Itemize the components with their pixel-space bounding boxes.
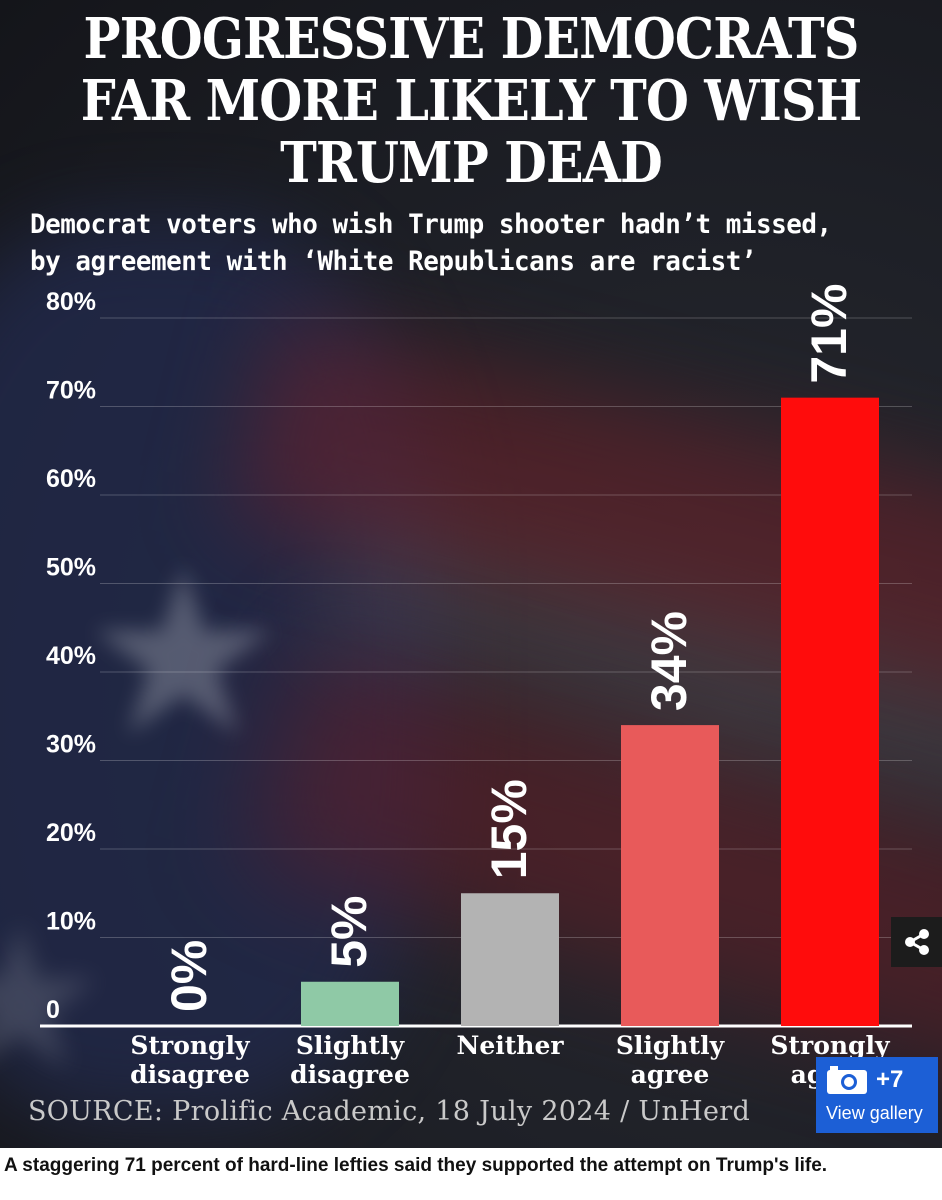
source-note: SOURCE: Prolific Academic, 18 July 2024 …: [28, 1096, 751, 1127]
subtitle-line: by agreement with ‘White Republicans are…: [30, 246, 757, 277]
bar: [301, 981, 399, 1026]
data-label: 15%: [481, 779, 537, 879]
flag-star-icon: ★: [80, 521, 287, 788]
bar-chart: 010%20%30%40%50%60%70%80%0%Stronglydisag…: [46, 284, 891, 1089]
flag-star-icon: ★: [0, 883, 110, 1116]
subtitle-line: Democrat voters who wish Trump shooter h…: [30, 209, 832, 240]
bar: [781, 397, 879, 1026]
category-label: Slightly: [616, 1031, 726, 1060]
data-label: 34%: [641, 611, 697, 711]
y-tick-label: 60%: [46, 465, 96, 493]
chart-subtitle: Democrat voters who wish Trump shooter h…: [30, 206, 894, 280]
category-label: Strongly: [130, 1031, 251, 1060]
y-tick-label: 30%: [46, 731, 96, 759]
share-button[interactable]: [891, 917, 942, 967]
bar: [461, 893, 559, 1026]
y-tick-label: 70%: [46, 377, 96, 405]
image-caption: A staggering 71 percent of hard-line lef…: [4, 1155, 828, 1176]
title-line: FAR MORE LIKELY TO WISH: [80, 68, 862, 134]
category-label: agree: [631, 1060, 710, 1089]
data-label: 5%: [321, 895, 377, 967]
data-label: 0%: [161, 940, 217, 1012]
y-tick-label: 40%: [46, 642, 96, 670]
gallery-count: +7: [876, 1066, 904, 1093]
category-label: disagree: [290, 1060, 410, 1089]
y-tick-label: 0: [46, 996, 60, 1024]
chart-title: PROGRESSIVE DEMOCRATS FAR MORE LIKELY TO…: [57, 8, 886, 194]
camera-icon: [827, 1066, 867, 1094]
gallery-badge: +7: [826, 1065, 903, 1095]
y-tick-label: 50%: [46, 554, 96, 582]
y-tick-label: 10%: [46, 908, 96, 936]
infographic: ★ ★ PROGRESSIVE DEMOCRATS FAR MORE LIKEL…: [0, 0, 942, 1148]
title-line: PROGRESSIVE DEMOCRATS: [83, 6, 860, 72]
y-tick-label: 80%: [46, 288, 96, 316]
category-label: Strongly: [770, 1031, 891, 1060]
y-tick-label: 20%: [46, 819, 96, 847]
category-label: Slightly: [296, 1031, 406, 1060]
title-line: TRUMP DEAD: [280, 130, 663, 196]
view-gallery-button[interactable]: +7 View gallery: [816, 1057, 938, 1133]
bar: [621, 725, 719, 1026]
category-label: Neither: [456, 1031, 564, 1060]
data-label: 71%: [801, 284, 857, 384]
gallery-label: View gallery: [826, 1103, 923, 1123]
category-label: disagree: [130, 1060, 250, 1089]
share-icon: [904, 929, 929, 955]
